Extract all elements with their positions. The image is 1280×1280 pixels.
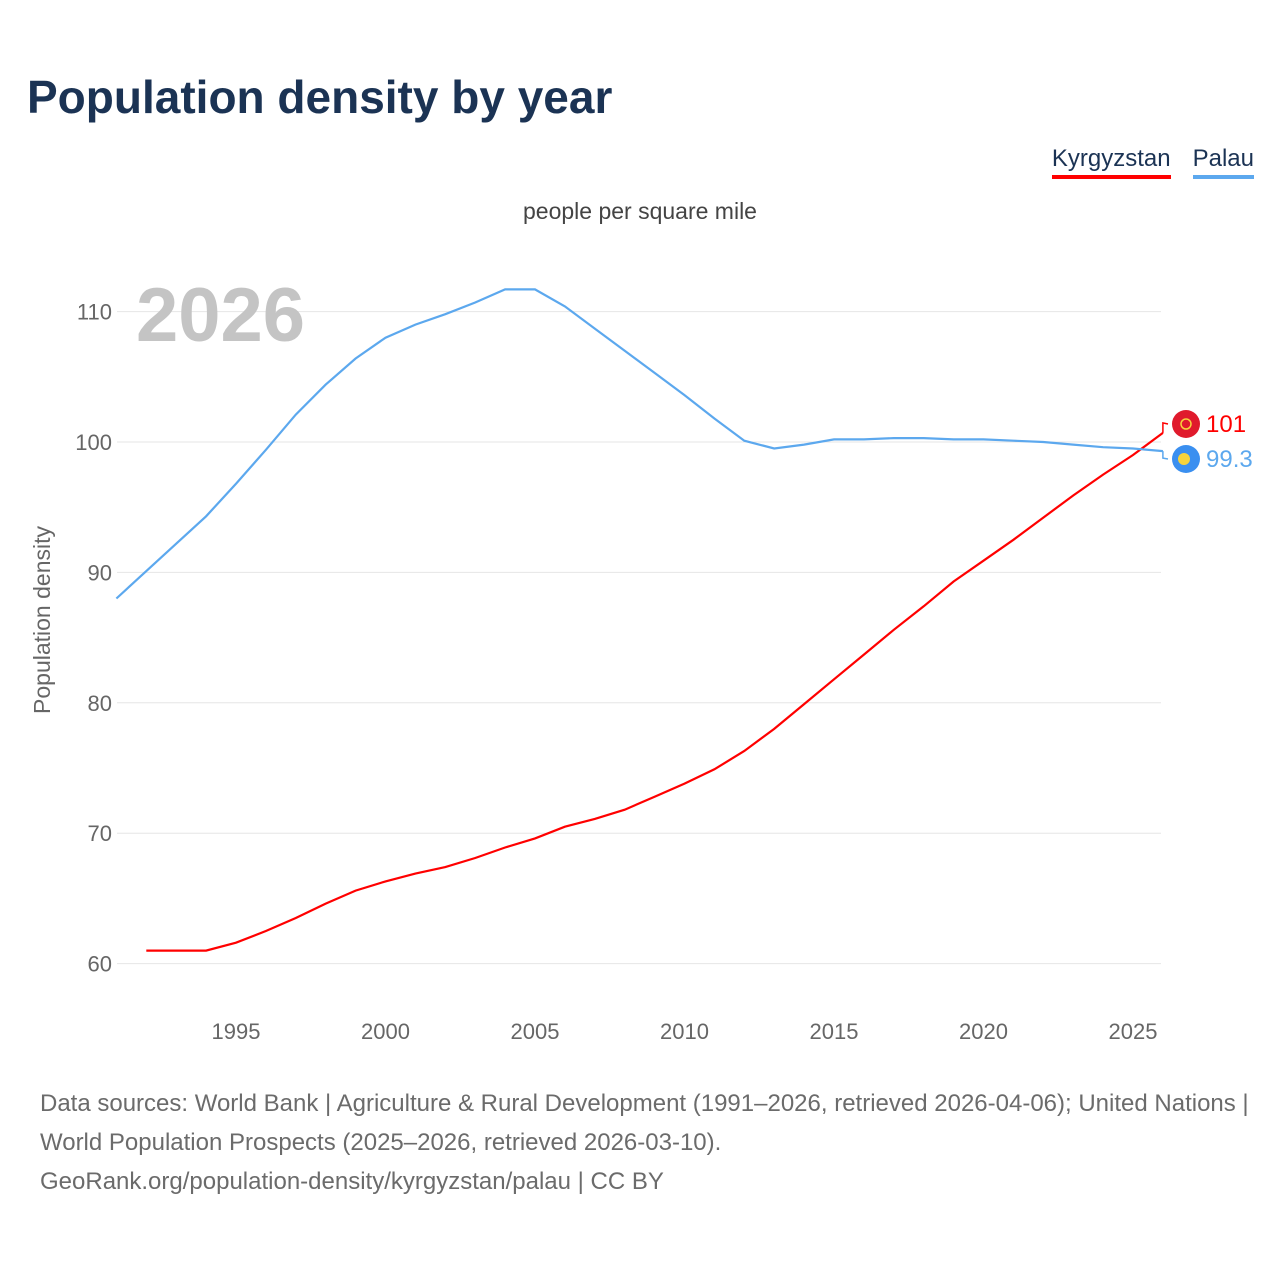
x-tick-label: 2005 — [511, 1019, 560, 1044]
y-tick-label: 80 — [88, 691, 112, 716]
series-line-palau — [115, 288, 1163, 600]
x-tick-label: 1995 — [212, 1019, 261, 1044]
footer: Data sources: World Bank | Agriculture &… — [40, 1084, 1250, 1201]
y-tick-label: 60 — [88, 952, 112, 977]
y-tick-label: 70 — [88, 821, 112, 846]
palau-flag-icon — [1172, 445, 1200, 473]
x-tick-label: 2010 — [660, 1019, 709, 1044]
y-axis-label: Population density — [29, 526, 55, 714]
data-sources: Data sources: World Bank | Agriculture &… — [40, 1090, 1249, 1156]
kyrgyzstan-flag-icon — [1172, 410, 1200, 438]
x-tick-label: 2015 — [810, 1019, 859, 1044]
x-tick-label: 2020 — [959, 1019, 1008, 1044]
y-tick-label: 90 — [88, 560, 112, 585]
chart-subtitle: people per square mile — [523, 198, 757, 224]
legend-item-palau[interactable]: Palau — [1192, 145, 1254, 179]
end-value-label: 101 — [1206, 411, 1246, 438]
source-link[interactable]: GeoRank.org/population-density/kyrgyzsta… — [40, 1168, 664, 1195]
x-tick-label: 2000 — [361, 1019, 410, 1044]
leader-line — [1162, 421, 1169, 433]
chart-title: Population density by year — [27, 71, 613, 123]
leader-line — [1162, 451, 1169, 460]
end-value-label: 99.3 — [1206, 446, 1253, 473]
series-line-kyrgyzstan — [146, 432, 1164, 952]
y-tick-label: 110 — [77, 300, 112, 325]
x-tick-label: 2025 — [1109, 1019, 1158, 1044]
year-watermark: 2026 — [136, 273, 305, 358]
y-tick-label: 100 — [75, 430, 112, 455]
legend: Kyrgyzstan Palau — [1051, 145, 1254, 179]
legend-item-kyrgyzstan[interactable]: Kyrgyzstan — [1051, 145, 1171, 179]
